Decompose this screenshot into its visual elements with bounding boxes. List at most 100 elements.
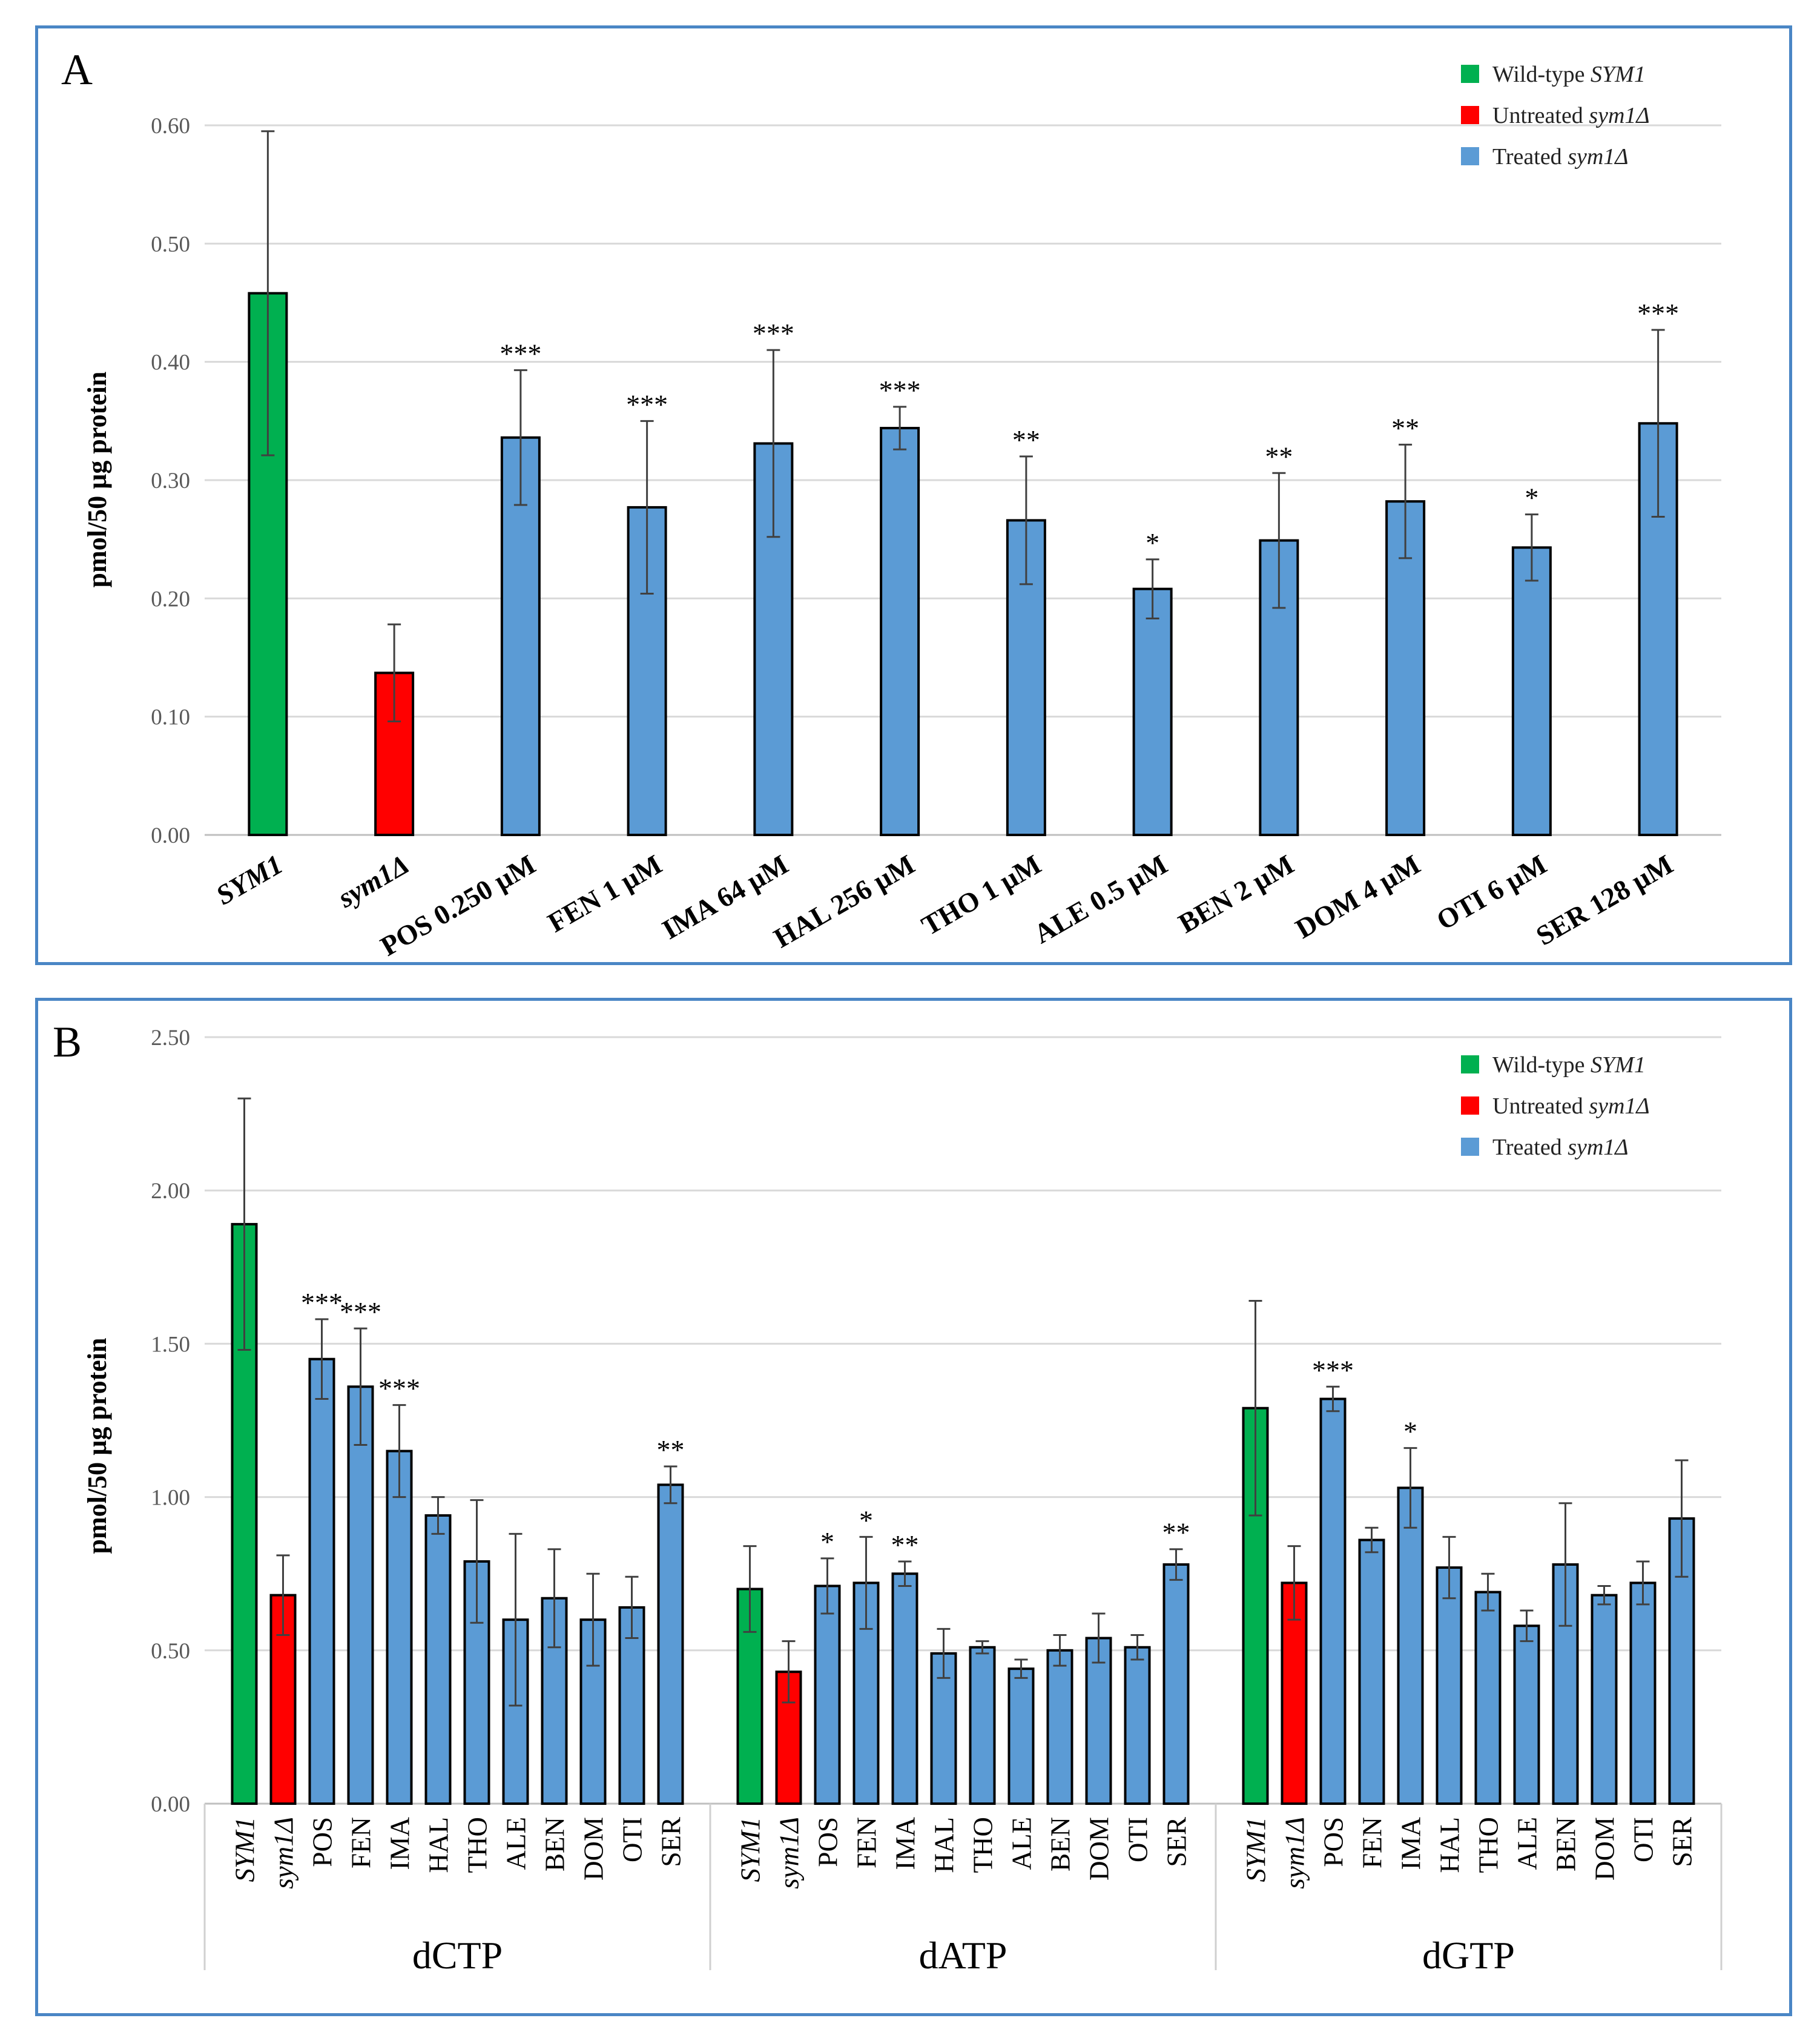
group-label: dCTP — [412, 1934, 503, 1977]
legend-label-text: Treated — [1492, 1135, 1568, 1160]
x-tick-label: sym1Δ — [774, 1817, 805, 1889]
legend-label: Untreated sym1Δ — [1492, 103, 1650, 128]
y-tick-label: 0.20 — [151, 587, 190, 612]
x-tick-label: SYM1 — [211, 848, 288, 911]
x-tick-label: sym1Δ — [332, 848, 414, 914]
bar — [1132, 587, 1173, 836]
x-tick-label: FEN 1 µM — [542, 848, 667, 938]
x-tick-label: DOM — [1084, 1817, 1115, 1881]
bar — [1397, 1486, 1424, 1805]
legend-swatch — [1461, 65, 1479, 83]
bar — [880, 427, 920, 836]
bar — [1319, 1397, 1347, 1805]
x-tick-label: FEN — [346, 1817, 377, 1868]
legend-label-italic: SYM1 — [1591, 1052, 1646, 1078]
bar — [424, 1514, 452, 1805]
x-tick-label: IMA — [385, 1817, 415, 1870]
bar — [1513, 1624, 1540, 1805]
bar — [969, 1646, 996, 1805]
x-tick-label: POS — [813, 1817, 843, 1867]
legend-label: Wild-type SYM1 — [1492, 1052, 1646, 1078]
y-tick-label: 0.50 — [151, 232, 190, 257]
legend-swatch — [1461, 106, 1479, 124]
x-tick-label: DOM 4 µM — [1290, 848, 1425, 944]
x-tick-label: THO — [968, 1817, 998, 1873]
panel-letter: B — [53, 1018, 82, 1066]
significance-label: ** — [1162, 1517, 1190, 1548]
x-tick-label: BEN — [1551, 1817, 1581, 1871]
y-tick-label: 0.00 — [151, 823, 190, 848]
bar — [386, 1449, 413, 1805]
x-tick-label: IMA — [1396, 1817, 1426, 1870]
x-tick-label: OTI — [1123, 1817, 1153, 1862]
bar — [618, 1606, 645, 1805]
x-tick-label: SER — [1162, 1817, 1192, 1867]
significance-label: ** — [1265, 441, 1293, 472]
x-tick-label: ALE — [1512, 1817, 1543, 1870]
x-tick-label: HAL — [1435, 1817, 1465, 1873]
group-label: dATP — [919, 1934, 1007, 1977]
legend-label-text: Treated — [1492, 144, 1568, 170]
legend-label-italic: sym1Δ — [1589, 1093, 1649, 1119]
x-tick-label: HAL — [424, 1817, 454, 1873]
significance-label: *** — [301, 1287, 343, 1318]
x-tick-label: THO 1 µM — [916, 848, 1046, 941]
x-tick-label: SYM1 — [736, 1817, 766, 1882]
x-tick-label: THO — [463, 1817, 493, 1873]
x-tick-label: ALE — [1007, 1817, 1037, 1870]
x-tick-label: HAL 256 µM — [768, 848, 920, 954]
significance-label: * — [859, 1505, 873, 1535]
x-tick-label: BEN — [540, 1817, 570, 1871]
legend-label-text: Untreated — [1492, 103, 1589, 128]
bar — [1124, 1646, 1151, 1805]
x-tick-label: SER — [1667, 1817, 1698, 1867]
x-tick-label: SER — [656, 1817, 687, 1867]
panel-letter: A — [61, 45, 93, 94]
bar — [1629, 1581, 1657, 1805]
legend-label: Wild-type SYM1 — [1492, 62, 1646, 87]
bar — [814, 1584, 841, 1805]
x-tick-label: ALE 0.5 µM — [1029, 848, 1173, 949]
y-axis-label: pmol/50 µg protein — [82, 371, 112, 587]
x-tick-label: HAL — [929, 1817, 960, 1873]
x-tick-label: BEN 2 µM — [1173, 848, 1299, 938]
y-tick-label: 0.50 — [151, 1639, 190, 1664]
y-tick-label: 0.40 — [151, 351, 190, 375]
significance-label: * — [1403, 1416, 1417, 1447]
bar — [1511, 546, 1552, 837]
x-tick-label: POS — [308, 1817, 338, 1867]
significance-label: *** — [879, 375, 921, 406]
significance-label: *** — [753, 318, 794, 349]
bar — [1007, 1667, 1035, 1805]
significance-label: *** — [1312, 1354, 1354, 1385]
bar — [1162, 1563, 1190, 1805]
legend-label: Untreated sym1Δ — [1492, 1093, 1650, 1119]
legend-swatch — [1461, 1055, 1479, 1073]
y-tick-label: 1.00 — [151, 1486, 190, 1511]
panel-a: A 0.00 0.10 0.20 0.30 0.40 0.50 0.60 pmol/50 µg … — [35, 25, 1792, 965]
significance-label: *** — [500, 338, 541, 369]
bar — [1474, 1591, 1502, 1805]
x-tick-label: sym1Δ — [269, 1817, 299, 1889]
x-tick-label: FEN — [1357, 1817, 1388, 1868]
chart-a: A 0.00 0.10 0.20 0.30 0.40 0.50 0.60 pmol/50 µg … — [61, 45, 1721, 962]
panel-b: B 0.00 0.50 1.00 1.50 2.00 2.50 pmol/50 µg prot… — [35, 998, 1792, 2016]
x-tick-label: OTI — [1629, 1817, 1659, 1862]
x-tick-label: IMA — [891, 1817, 921, 1870]
bar — [657, 1483, 684, 1805]
legend-label: Treated sym1Δ — [1492, 144, 1629, 170]
x-tick-label: OTI — [618, 1817, 648, 1862]
bar — [1436, 1566, 1463, 1805]
y-tick-label: 0.30 — [151, 469, 190, 493]
legend-label-italic: sym1Δ — [1568, 144, 1628, 170]
x-tick-label: POS — [1319, 1817, 1349, 1867]
bar — [347, 1385, 374, 1805]
significance-label: * — [1146, 527, 1159, 558]
significance-label: * — [1525, 483, 1538, 513]
significance-label: ** — [1012, 424, 1040, 455]
bar — [1046, 1649, 1073, 1805]
y-tick-label: 2.50 — [151, 1026, 190, 1050]
significance-label: * — [820, 1526, 834, 1557]
x-tick-label: DOM — [1590, 1817, 1620, 1881]
significance-label: ** — [657, 1434, 685, 1465]
